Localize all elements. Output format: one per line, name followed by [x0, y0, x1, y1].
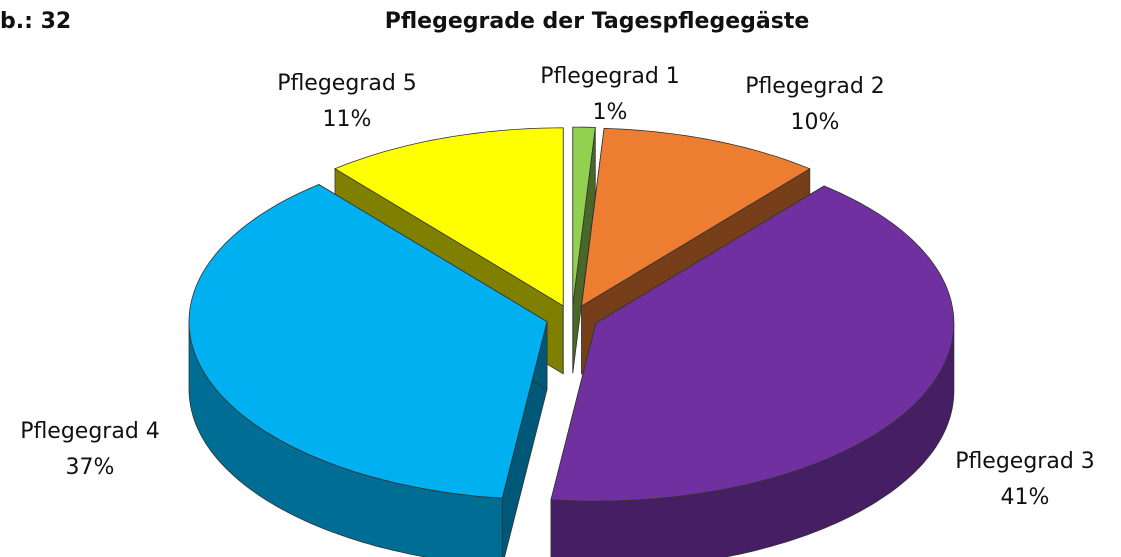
- slice-value-label: 37%: [66, 455, 115, 480]
- slice-label: Pflegegrad 1: [540, 64, 680, 89]
- slice-label: Pflegegrad 2: [745, 74, 885, 99]
- chart-title: Pflegegrade der Tagespflegegäste: [385, 9, 810, 34]
- slice-value-label: 10%: [791, 110, 840, 135]
- slice-value-label: 1%: [593, 100, 628, 125]
- slice-label: Pflegegrad 3: [955, 449, 1095, 474]
- slice: [572, 126, 596, 306]
- figure-label: b.: 32: [0, 9, 71, 34]
- slice-value-label: 11%: [323, 107, 372, 132]
- slice: [188, 184, 548, 499]
- slice-label: Pflegegrad 5: [277, 71, 417, 96]
- slice: [334, 127, 564, 307]
- slice-value-label: 41%: [1001, 485, 1050, 510]
- slice: [581, 127, 811, 307]
- slice: [550, 185, 955, 502]
- slice-label: Pflegegrad 4: [20, 419, 160, 444]
